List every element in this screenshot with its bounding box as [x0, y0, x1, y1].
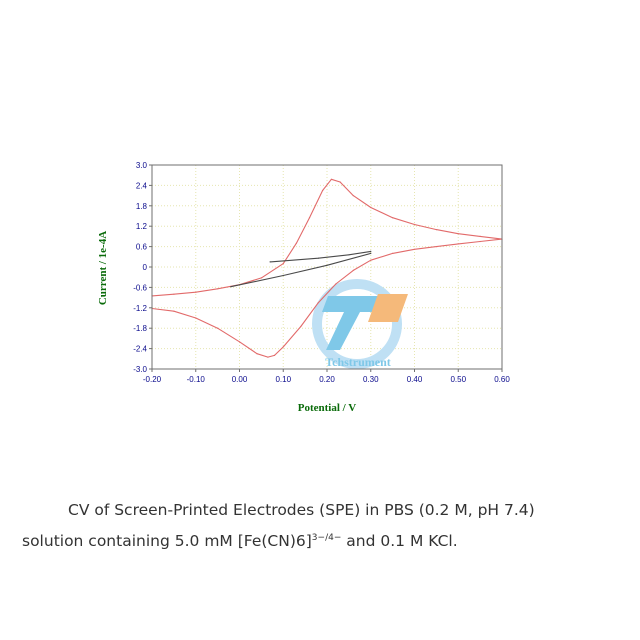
y-tick-label: -0.6 — [133, 283, 147, 292]
data-point — [339, 181, 341, 183]
y-tick-label: -3.0 — [133, 365, 147, 374]
x-tick-label: 0.00 — [232, 375, 248, 384]
data-point — [217, 288, 219, 290]
data-point — [282, 274, 284, 277]
data-point — [322, 189, 324, 192]
y-tick-label: 0 — [143, 263, 148, 272]
x-axis-title: Potential / V — [298, 402, 357, 414]
data-point — [230, 286, 232, 288]
data-point — [413, 223, 416, 226]
data-point — [295, 242, 297, 244]
data-point — [173, 293, 175, 295]
x-tick-label: 0.30 — [363, 375, 379, 384]
data-point — [317, 257, 319, 259]
data-point — [173, 310, 175, 312]
data-point — [195, 291, 197, 293]
data-point — [256, 353, 258, 355]
y-axis-title: Current / 1e-4A — [97, 231, 109, 305]
watermark-circle — [312, 279, 402, 369]
data-point — [282, 346, 284, 348]
data-point — [370, 250, 372, 252]
data-point — [392, 217, 394, 219]
caption-line-1: CV of Screen-Printed Electrodes (SPE) in… — [68, 501, 535, 519]
y-tick-label: 1.2 — [136, 222, 148, 231]
caption-line-2-end: and 0.1 M KCl. — [341, 532, 458, 551]
data-point — [457, 243, 459, 245]
data-point — [435, 246, 437, 248]
watermark-mark-blue — [322, 296, 386, 350]
data-point — [195, 317, 197, 319]
data-point — [260, 277, 262, 279]
x-tick-label: 0.50 — [450, 375, 466, 384]
x-tick-label: 0.10 — [275, 375, 291, 384]
data-point — [217, 327, 219, 329]
data-point — [370, 259, 372, 261]
y-tick-label: 2.4 — [136, 181, 148, 190]
data-point — [392, 252, 394, 254]
data-point — [308, 217, 311, 219]
data-point — [352, 269, 354, 271]
y-tick-label: 3.0 — [136, 161, 148, 170]
data-point — [282, 263, 284, 265]
series-line-3 — [270, 250, 371, 263]
data-point — [317, 302, 319, 304]
data-point — [273, 354, 276, 356]
x-tick-label: -0.20 — [143, 375, 162, 384]
y-tick-label: -1.8 — [133, 324, 147, 333]
series-line-2 — [230, 252, 371, 288]
data-point — [330, 178, 332, 180]
caption-superscript: 3−/4− — [311, 533, 342, 543]
data-point — [479, 235, 481, 237]
figure-caption: CV of Screen-Printed Electrodes (SPE) in… — [22, 496, 622, 555]
x-tick-label: 0.40 — [407, 375, 423, 384]
caption-line-2: solution containing 5.0 mM [Fe(CN)6] — [22, 532, 312, 551]
data-point — [370, 252, 372, 254]
x-tick-label: 0.60 — [494, 375, 510, 384]
data-point — [267, 356, 269, 358]
data-point — [335, 283, 337, 285]
data-point — [269, 261, 271, 263]
data-point — [435, 229, 437, 231]
watermark-text: Tchstrument — [325, 355, 391, 369]
data-point — [238, 341, 241, 343]
data-point — [370, 206, 372, 209]
x-tick-label: 0.20 — [319, 375, 335, 384]
data-point — [348, 254, 350, 256]
y-tick-label: 1.8 — [136, 202, 148, 211]
data-point — [326, 264, 328, 266]
x-tick-label: -0.10 — [187, 375, 206, 384]
chart-grid — [152, 165, 502, 369]
y-tick-label: 0.6 — [136, 243, 148, 252]
data-point — [300, 325, 302, 328]
data-point — [479, 240, 481, 243]
y-tick-label: -1.2 — [133, 304, 147, 313]
watermark-logo: Tchstrument — [312, 279, 408, 369]
chart-ticks: -0.20 -0.10 0.00 0.10 0.20 0.30 0.40 0.50 0.603.… — [133, 161, 510, 384]
watermark-mark-orange — [368, 294, 408, 322]
data-point — [413, 248, 416, 250]
data-point — [352, 195, 354, 197]
y-tick-label: -2.4 — [133, 345, 147, 354]
data-point — [457, 233, 459, 235]
